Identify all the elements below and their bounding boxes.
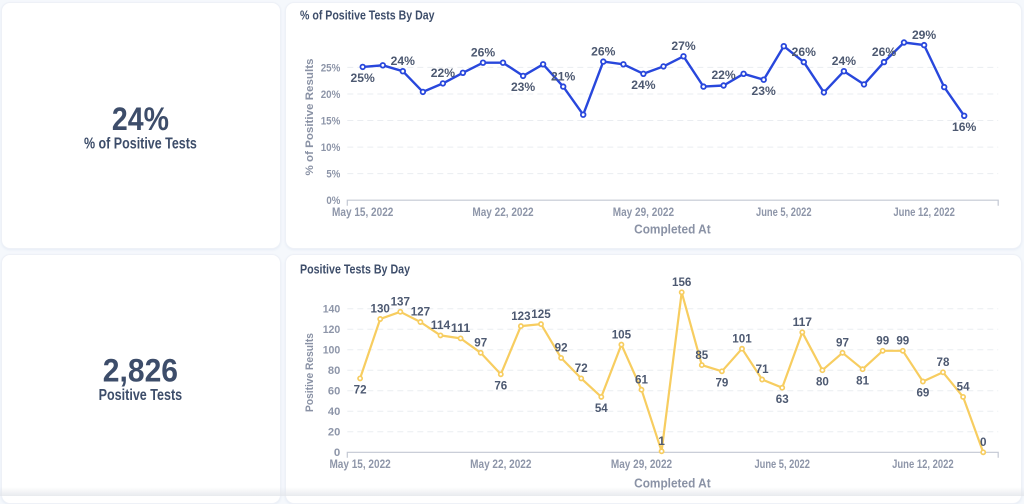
svg-text:61: 61 (635, 372, 648, 386)
svg-text:20%: 20% (321, 89, 341, 101)
svg-text:May 29, 2022: May 29, 2022 (611, 457, 672, 471)
svg-text:26%: 26% (471, 45, 495, 59)
svg-text:60: 60 (328, 386, 340, 398)
svg-text:80: 80 (328, 365, 340, 377)
svg-text:81: 81 (856, 373, 869, 387)
svg-text:June 12, 2022: June 12, 2022 (893, 205, 955, 219)
svg-text:24%: 24% (631, 78, 655, 92)
svg-text:85: 85 (695, 348, 708, 362)
svg-text:127: 127 (411, 305, 431, 319)
svg-text:111: 111 (451, 321, 471, 335)
svg-text:5%: 5% (326, 169, 340, 181)
svg-text:26%: 26% (792, 45, 816, 59)
svg-text:Completed At: Completed At (634, 476, 711, 491)
svg-text:130: 130 (371, 302, 391, 316)
svg-text:Completed At: Completed At (634, 221, 711, 236)
svg-text:23%: 23% (511, 80, 535, 94)
svg-text:27%: 27% (671, 39, 695, 53)
svg-text:125: 125 (531, 307, 551, 321)
svg-text:22%: 22% (711, 68, 735, 82)
svg-text:16%: 16% (952, 120, 976, 134)
svg-text:15%: 15% (321, 116, 341, 128)
svg-text:23%: 23% (752, 84, 776, 98)
svg-text:24%: 24% (391, 54, 415, 68)
svg-text:54: 54 (595, 401, 608, 415)
svg-text:140: 140 (323, 304, 341, 316)
svg-text:54: 54 (957, 380, 970, 394)
svg-text:99: 99 (876, 334, 889, 348)
svg-text:29%: 29% (912, 28, 936, 42)
svg-text:72: 72 (575, 361, 588, 375)
svg-text:40: 40 (328, 406, 340, 418)
svg-text:80: 80 (816, 374, 829, 388)
svg-text:May 22, 2022: May 22, 2022 (472, 205, 533, 219)
svg-text:May 29, 2022: May 29, 2022 (613, 205, 674, 219)
svg-text:120: 120 (323, 324, 341, 336)
svg-text:June 5, 2022: June 5, 2022 (754, 457, 810, 471)
svg-text:101: 101 (732, 331, 752, 345)
svg-text:72: 72 (354, 383, 367, 397)
svg-text:26%: 26% (591, 44, 615, 58)
svg-text:69: 69 (916, 386, 929, 400)
svg-text:% of Positive Results: % of Positive Results (304, 58, 316, 175)
svg-text:137: 137 (391, 295, 411, 309)
svg-text:21%: 21% (551, 69, 575, 83)
svg-text:10%: 10% (321, 142, 341, 154)
svg-text:24%: 24% (832, 54, 856, 68)
svg-text:Positive Tests: Positive Tests (99, 387, 183, 404)
svg-text:1: 1 (658, 434, 665, 448)
svg-text:May 22, 2022: May 22, 2022 (470, 457, 531, 471)
svg-text:100: 100 (323, 345, 341, 357)
svg-text:25%: 25% (321, 62, 341, 74)
svg-text:79: 79 (715, 376, 728, 390)
svg-text:97: 97 (474, 336, 487, 350)
svg-text:0: 0 (980, 435, 987, 449)
svg-text:June 5, 2022: June 5, 2022 (756, 205, 812, 219)
svg-text:105: 105 (612, 327, 632, 341)
svg-text:26%: 26% (872, 45, 896, 59)
svg-text:71: 71 (756, 362, 769, 376)
svg-text:0: 0 (334, 447, 340, 459)
svg-text:2,826: 2,826 (103, 353, 178, 389)
svg-text:123: 123 (511, 309, 531, 323)
svg-text:May 15, 2022: May 15, 2022 (332, 205, 393, 219)
svg-text:Positive Tests By Day: Positive Tests By Day (300, 261, 411, 276)
svg-text:% of Positive Tests: % of Positive Tests (84, 136, 197, 153)
svg-text:24%: 24% (112, 101, 169, 137)
svg-text:% of Positive Tests By Day: % of Positive Tests By Day (300, 7, 435, 22)
svg-text:114: 114 (431, 318, 451, 332)
svg-text:117: 117 (793, 315, 813, 329)
svg-text:20: 20 (328, 427, 340, 439)
svg-text:Positive Results: Positive Results (304, 333, 316, 412)
svg-text:97: 97 (836, 336, 849, 350)
svg-text:May 15, 2022: May 15, 2022 (329, 457, 390, 471)
svg-text:156: 156 (672, 275, 692, 289)
svg-text:0%: 0% (326, 195, 340, 207)
svg-text:78: 78 (937, 355, 950, 369)
svg-text:25%: 25% (351, 71, 375, 85)
svg-text:92: 92 (555, 341, 568, 355)
svg-text:22%: 22% (431, 66, 455, 80)
svg-text:June 12, 2022: June 12, 2022 (892, 457, 954, 471)
svg-text:99: 99 (896, 334, 909, 348)
svg-text:76: 76 (494, 379, 507, 393)
svg-text:63: 63 (776, 392, 789, 406)
